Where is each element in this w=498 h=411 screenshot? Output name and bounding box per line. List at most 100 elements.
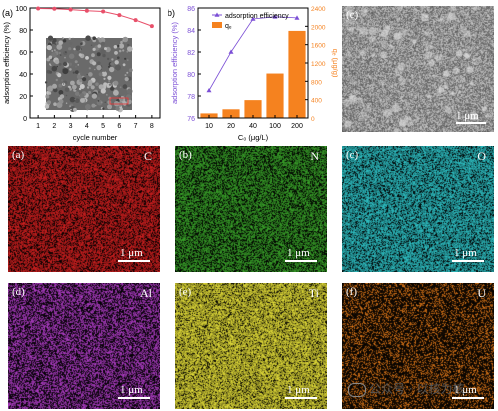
inset-sem-grain [55,78,58,82]
map-element-label: Ti [308,286,319,300]
inset-sem-grain [75,65,77,68]
left-y-tick-label: 86 [187,6,195,13]
efficiency-point [84,8,89,13]
inset-sem-grain [52,38,57,43]
panel-label: (b) [168,8,175,18]
inset-sem-grain [62,39,67,43]
element-map-ti: (e) Ti 1 μm [175,283,327,409]
inset-sem-grain [68,37,71,40]
element-map-al: (d) Al 1 μm [8,283,160,409]
inset-sem-grain [44,104,50,109]
plot-frame [29,7,161,119]
inset-sem-grain [87,81,93,87]
legend-label-qe: qₑ [225,23,232,30]
map-element-label: U [477,286,486,300]
y-axis-label: adsorption efficiency (%) [2,22,11,104]
map-element-label: N [310,149,319,163]
efficiency-point [294,15,300,20]
left-y-tick-label: 80 [187,72,195,79]
map-scale-label: 1 μm [287,384,310,396]
efficiency-point [206,88,212,93]
inset-sem-grain [75,91,80,96]
inset-sem-grain [51,65,58,72]
y-tick-label: 100 [15,6,27,13]
inset-sem-grain [98,72,103,77]
x-axis-label: C₀ (μg/L) [238,133,269,142]
inset-sem-grain [103,77,106,80]
element-map-c: (a) C 1 μm [8,146,160,272]
qe-bar [244,100,262,118]
map-panel-label: (d) [12,286,25,298]
inset-sem-grain [86,74,88,76]
inset-sem-grain [46,44,52,51]
inset-sem-grain [65,51,67,53]
inset-sem-grain [49,70,53,74]
inset-sem-grain [126,71,129,74]
inset-sem-grain [108,65,110,68]
inset-sem-grain [85,56,89,60]
efficiency-point [52,6,57,11]
efficiency-line [208,16,298,91]
inset-sem-grain [51,52,57,58]
map-scale-label: 1 μm [287,247,310,259]
inset-sem-grain [78,53,82,57]
inset-sem-grain [62,37,64,40]
inset-sem-grain [104,47,107,51]
inset-sem-grain [118,43,125,49]
inset-sem-grain [104,101,106,104]
inset-sem-grain [100,48,106,55]
x-tick-label: 200 [291,123,303,130]
inset-sem-grain [122,39,125,42]
x-tick-label: 8 [150,123,154,130]
inset-sem-grain [100,88,106,94]
inset-sem-grain [88,91,92,94]
inset-sem-grain [108,80,110,82]
inset-sem-grain [122,101,127,106]
inset-sem-grain [77,64,79,66]
left-y-tick-label: 78 [187,94,195,101]
inset-sem-grain [95,82,99,86]
inset-sem-grain [115,106,120,111]
x-tick-label: 40 [249,123,257,130]
inset-sem-grain [97,61,101,65]
inset-sem-grain [100,101,103,104]
map-scale-bar [452,260,484,262]
legend-marker [214,12,220,17]
inset-sem-grain [98,38,102,43]
inset-sem-grain [85,35,91,41]
inset-sem-grain [58,90,64,95]
inset-sem-grain [74,98,80,103]
inset-sem-grain [120,97,124,101]
inset-sem-grain [91,93,98,99]
right-y-tick-label: 400 [311,98,322,105]
inset-scale-box [109,97,129,105]
x-tick-label: 6 [117,123,121,130]
inset-sem-grain [73,107,77,112]
inset-sem-grain [46,100,52,105]
inset-sem-grain [106,94,108,96]
inset-sem-grain [122,84,128,89]
left-y-tick-label: 76 [187,116,195,123]
inset-sem-grain [88,67,91,70]
inset-sem-grain [47,35,54,41]
inset-sem-grain [107,100,112,105]
inset-sem-grain [51,50,53,52]
efficiency-point [149,24,154,29]
inset-sem-grain [59,52,61,54]
inset-sem-grain [69,41,73,45]
inset-sem-grain [63,51,68,55]
inset-sem-grain [127,46,133,52]
inset-sem-grain [95,77,100,82]
inset-sem-grain [80,42,83,45]
inset-sem-grain [58,63,62,66]
inset-sem-grain [74,70,79,74]
inset-sem-grain [107,57,110,61]
inset-sem-grain [72,84,77,90]
qe-bar [288,30,306,119]
inset-sem-grain [103,70,105,73]
inset-sem-grain [109,66,115,73]
inset-sem-grain [64,56,66,59]
qe-bar [222,109,240,118]
map-panel-label: (c) [346,149,359,161]
y-tick-label: 40 [19,72,27,79]
